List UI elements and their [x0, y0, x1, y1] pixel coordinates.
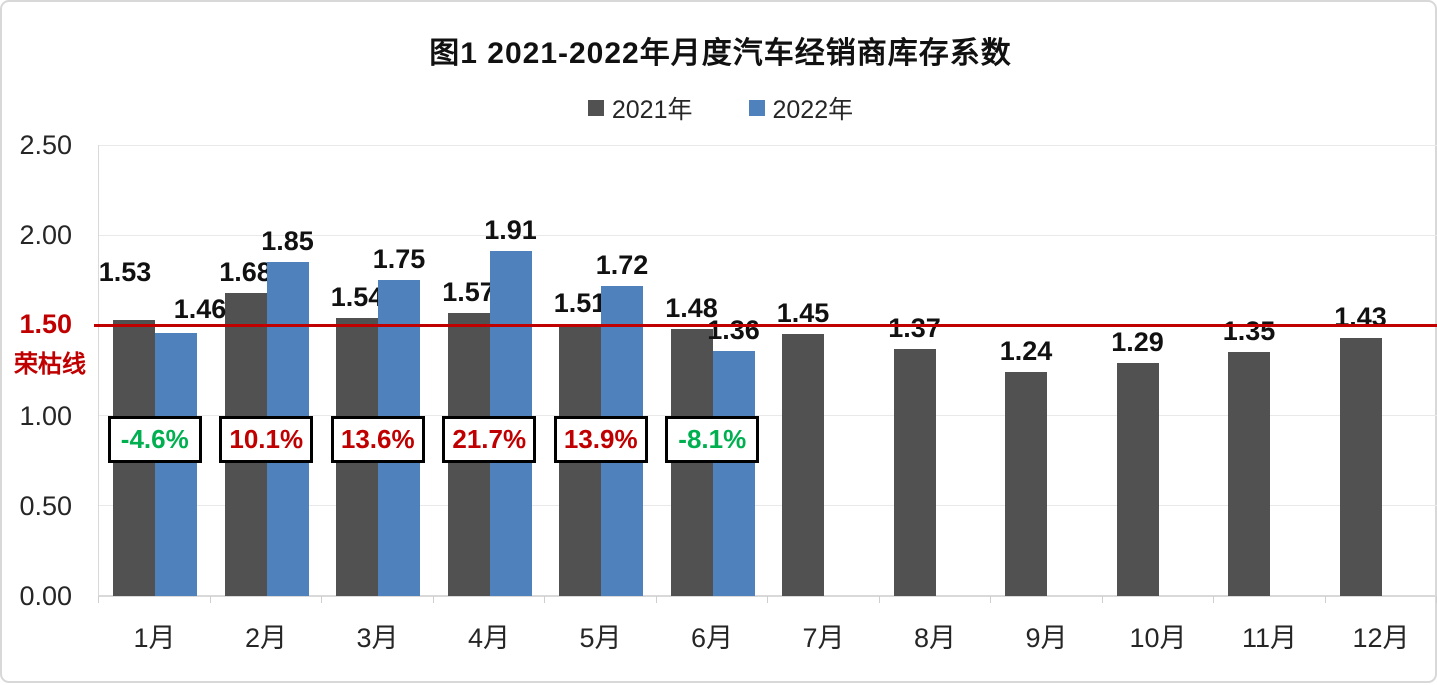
- value-label-2021年-6月: 1.48: [665, 293, 718, 323]
- gridline-2.00: [99, 234, 1437, 236]
- value-label-2022年-2月: 1.85: [261, 226, 314, 257]
- y-tick-label: 0.50: [19, 490, 72, 521]
- x-axis-label-6月: 6月: [690, 623, 734, 653]
- x-axis-tick: [878, 596, 880, 603]
- gridline-0.50: [99, 505, 1437, 507]
- x-axis-label-5月: 5月: [579, 623, 622, 653]
- legend-label-2021: 2021年: [611, 96, 693, 124]
- yoy-change-box-1月: -4.6%: [107, 415, 202, 463]
- x-axis-tick: [544, 596, 545, 603]
- value-label-2021年-12月: 1.43: [1334, 302, 1387, 333]
- x-axis-label-7月: 7月: [802, 623, 845, 653]
- reference-line: [94, 323, 1437, 327]
- value-label-2021年-2月: 1.68: [219, 256, 272, 287]
- yoy-change-box-6月: -8.1%: [665, 415, 760, 463]
- x-axis-label-4月: 4月: [467, 623, 511, 653]
- x-axis-tick: [432, 596, 434, 603]
- x-axis-label-10月: 10月: [1129, 623, 1187, 653]
- x-axis-label-2月: 2月: [244, 623, 288, 653]
- yoy-change-box-5月: 13.9%: [553, 415, 648, 463]
- value-label-2022年-6月: 1.36: [707, 314, 760, 345]
- value-label-2021年-11月: 1.35: [1222, 316, 1276, 347]
- value-label-2022年-5月: 1.72: [595, 249, 649, 280]
- y-tick-label-reference: 1.50: [19, 309, 72, 340]
- value-label-2021年-10月: 1.29: [1111, 327, 1164, 358]
- legend-label-2022: 2022年: [772, 96, 854, 124]
- x-axis-label-11月: 11月: [1241, 623, 1298, 653]
- value-label-2021年-3月: 1.54: [330, 282, 384, 313]
- bar-2021年-12月: [1339, 338, 1382, 596]
- x-axis-tick: [321, 596, 322, 603]
- value-label-2022年-4月: 1.91: [484, 215, 537, 246]
- x-axis-label-12月: 12月: [1352, 623, 1410, 653]
- y-tick-label: 2.00: [19, 220, 72, 251]
- y-tick-label: 2.50: [19, 130, 72, 160]
- x-axis-tick: [209, 596, 211, 603]
- legend-item-2022: 2022年: [748, 90, 854, 126]
- x-axis-tick: [1324, 596, 1326, 603]
- legend-swatch-2021-icon: [587, 100, 604, 116]
- bar-2021年-11月: [1228, 352, 1270, 596]
- yoy-change-box-3月: 13.6%: [330, 415, 425, 463]
- value-label-2021年-5月: 1.51: [553, 287, 607, 318]
- value-label-2021年-7月: 1.45: [776, 298, 830, 329]
- legend-swatch-2022-icon: [748, 100, 765, 116]
- x-axis-tick: [990, 596, 991, 603]
- value-label-2021年-4月: 1.57: [442, 276, 495, 307]
- bar-2021年-9月: [1005, 372, 1047, 596]
- value-label-2021年-1月: 1.53: [98, 256, 152, 287]
- x-axis-label-1月: 1月: [133, 623, 176, 653]
- x-axis-tick: [98, 596, 99, 603]
- bar-2022年-1月: [155, 332, 197, 596]
- yoy-change-box-4月: 21.7%: [442, 415, 537, 463]
- y-axis-line: [98, 145, 99, 596]
- value-label-2021年-9月: 1.24: [999, 336, 1053, 367]
- x-axis-label-3月: 3月: [356, 623, 399, 653]
- x-axis-tick: [1101, 596, 1103, 603]
- x-axis-tick: [1213, 596, 1214, 603]
- legend-item-2021: 2021年: [587, 90, 693, 126]
- y-tick-label: 0.00: [19, 581, 72, 611]
- yoy-change-box-2月: 10.1%: [219, 415, 314, 463]
- gridline-1.00: [99, 415, 1437, 417]
- chart-title: 图1 2021-2022年月度汽车经销商库存系数: [429, 37, 1012, 70]
- bar-2022年-6月: [712, 350, 755, 596]
- gridline-2.50: [99, 144, 1437, 146]
- reference-line-label: 荣枯线: [14, 351, 86, 379]
- x-axis-label-8月: 8月: [913, 623, 957, 653]
- chart-legend: 2021年 2022年: [2, 90, 1437, 126]
- x-axis-label-9月: 9月: [1025, 623, 1068, 653]
- bar-2021年-8月: [893, 348, 936, 596]
- value-label-2022年-1月: 1.46: [173, 293, 227, 324]
- bar-2021年-10月: [1116, 363, 1159, 596]
- x-axis-tick: [767, 596, 768, 603]
- value-label-2022年-3月: 1.75: [372, 244, 426, 275]
- x-axis-tick: [655, 596, 657, 603]
- y-tick-label: 1.00: [19, 400, 72, 431]
- value-label-2021年-8月: 1.37: [888, 312, 941, 343]
- bar-2021年-7月: [782, 334, 824, 596]
